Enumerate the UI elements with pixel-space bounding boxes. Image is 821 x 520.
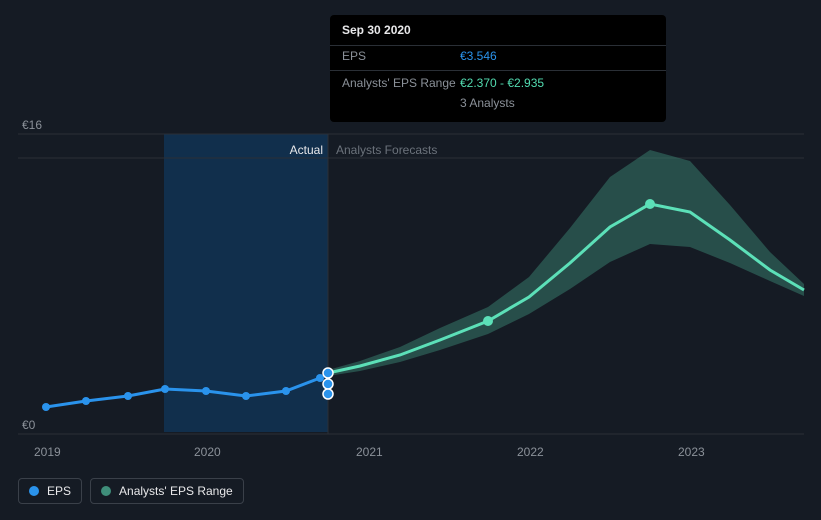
legend-item-eps[interactable]: EPS bbox=[18, 478, 82, 504]
tooltip-eps-value: €3.546 bbox=[460, 48, 497, 65]
marker-icon bbox=[242, 392, 250, 400]
marker-icon bbox=[645, 199, 655, 209]
legend: EPS Analysts' EPS Range bbox=[18, 478, 244, 504]
y-axis-label: €0 bbox=[22, 418, 35, 432]
legend-label: EPS bbox=[47, 484, 71, 498]
legend-item-range[interactable]: Analysts' EPS Range bbox=[90, 478, 244, 504]
tooltip-eps-label: EPS bbox=[342, 48, 460, 65]
x-axis-label: 2020 bbox=[194, 445, 221, 459]
tooltip-analysts-count: 3 Analysts bbox=[460, 95, 515, 112]
chart-tooltip: Sep 30 2020 EPS €3.546 Analysts' EPS Ran… bbox=[330, 15, 666, 122]
marker-icon bbox=[202, 387, 210, 395]
y-axis-label: €16 bbox=[22, 118, 42, 132]
forecast-band bbox=[328, 150, 804, 376]
marker-icon bbox=[161, 385, 169, 393]
tooltip-range-label: Analysts' EPS Range bbox=[342, 75, 460, 92]
marker-icon bbox=[323, 389, 333, 399]
marker-icon bbox=[323, 379, 333, 389]
x-axis-label: 2022 bbox=[517, 445, 544, 459]
marker-icon bbox=[282, 387, 290, 395]
marker-icon bbox=[124, 392, 132, 400]
x-axis-label: 2019 bbox=[34, 445, 61, 459]
circle-icon bbox=[29, 486, 39, 496]
circle-icon bbox=[101, 486, 111, 496]
x-axis-label: 2021 bbox=[356, 445, 383, 459]
marker-icon bbox=[82, 397, 90, 405]
eps-chart: €16 €0 2019 2020 2021 2022 2023 Actual A… bbox=[0, 0, 821, 520]
tooltip-date: Sep 30 2020 bbox=[330, 15, 666, 46]
actual-label: Actual bbox=[290, 143, 323, 157]
tooltip-range-value: €2.370 - €2.935 bbox=[460, 75, 544, 92]
highlight-band bbox=[164, 134, 328, 432]
forecast-label: Analysts Forecasts bbox=[336, 143, 437, 157]
marker-icon bbox=[42, 403, 50, 411]
marker-icon bbox=[483, 316, 493, 326]
x-axis-label: 2023 bbox=[678, 445, 705, 459]
legend-label: Analysts' EPS Range bbox=[119, 484, 233, 498]
marker-icon bbox=[323, 368, 333, 378]
